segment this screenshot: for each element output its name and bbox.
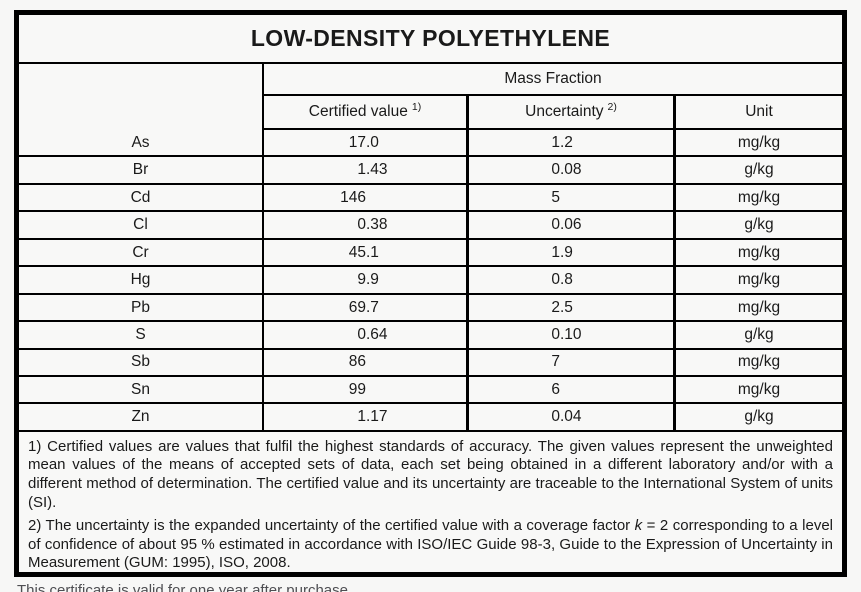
unit-cell: mg/kg bbox=[676, 185, 842, 213]
uncertainty-cell: 0.06 bbox=[466, 212, 676, 240]
unit-cell: mg/kg bbox=[676, 240, 842, 268]
certified-value-cell: 9.9 bbox=[262, 267, 466, 295]
unit-cell: mg/kg bbox=[676, 295, 842, 323]
certified-value-cell: 99 bbox=[262, 376, 466, 405]
column-header-unit: Unit bbox=[676, 96, 842, 130]
footnote-1: 1) Certified values are values that fulf… bbox=[28, 437, 833, 511]
unit-cell: g/kg bbox=[676, 322, 842, 350]
unit-cell: mg/kg bbox=[676, 130, 842, 158]
element-cell: Br bbox=[19, 157, 262, 185]
unit-cell: g/kg bbox=[676, 157, 842, 185]
partial-validity-line: This certificate is valid for one year a… bbox=[17, 582, 353, 592]
uncertainty-cell: 7 bbox=[466, 349, 676, 377]
element-cell: Cl bbox=[19, 212, 262, 240]
unit-cell: mg/kg bbox=[676, 377, 842, 405]
certified-value-label: Certified value bbox=[308, 103, 408, 121]
data-table: LOW-DENSITY POLYETHYLENE Mass Fraction C… bbox=[19, 15, 842, 432]
uncertainty-cell: 0.10 bbox=[466, 322, 676, 350]
uncertainty-cell: 5 bbox=[466, 184, 676, 213]
uncertainty-label: Uncertainty bbox=[525, 103, 604, 121]
page-title: LOW-DENSITY POLYETHYLENE bbox=[19, 15, 842, 64]
unit-cell: mg/kg bbox=[676, 350, 842, 377]
certified-value-cell: 45.1 bbox=[262, 239, 466, 268]
unit-cell: g/kg bbox=[676, 212, 842, 240]
element-cell: Sb bbox=[19, 350, 262, 377]
footnote-2-pre: 2) The uncertainty is the expanded uncer… bbox=[28, 517, 635, 535]
column-header-uncertainty: Uncertainty 2) bbox=[466, 96, 676, 130]
certificate-table: LOW-DENSITY POLYETHYLENE Mass Fraction C… bbox=[14, 10, 847, 577]
certified-value-cell: 146 bbox=[262, 184, 466, 213]
certified-value-cell: 0.38 bbox=[262, 212, 466, 240]
uncertainty-cell: 2.5 bbox=[466, 294, 676, 323]
unit-cell: g/kg bbox=[676, 404, 842, 432]
element-cell: Cr bbox=[19, 240, 262, 268]
unit-cell: mg/kg bbox=[676, 267, 842, 295]
certified-value-cell: 1.17 bbox=[262, 404, 466, 432]
footnote-2: 2) The uncertainty is the expanded uncer… bbox=[28, 517, 833, 573]
certified-value-cell: 17.0 bbox=[262, 130, 466, 158]
uncertainty-cell: 6 bbox=[466, 376, 676, 405]
footnote-2-k-symbol: k bbox=[634, 517, 643, 535]
certified-value-cell: 69.7 bbox=[262, 294, 466, 323]
column-header-certified-value: Certified value 1) bbox=[262, 96, 466, 130]
uncertainty-cell: 1.9 bbox=[466, 239, 676, 268]
element-cell: As bbox=[19, 130, 262, 158]
element-cell: Zn bbox=[19, 404, 262, 432]
certified-value-cell: 0.64 bbox=[262, 322, 466, 350]
element-cell: Cd bbox=[19, 185, 262, 213]
uncertainty-cell: 1.2 bbox=[466, 130, 676, 158]
element-cell: Sn bbox=[19, 377, 262, 405]
group-header-mass-fraction: Mass Fraction bbox=[262, 64, 842, 96]
element-cell: Pb bbox=[19, 295, 262, 323]
element-cell: Hg bbox=[19, 267, 262, 295]
uncertainty-cell: 0.04 bbox=[466, 404, 676, 432]
footnote-2-post: = 2 corresponding to a level of confiden… bbox=[28, 517, 833, 572]
table-corner-cell bbox=[19, 64, 262, 130]
certified-value-cell: 1.43 bbox=[262, 157, 466, 185]
uncertainty-cell: 0.08 bbox=[466, 157, 676, 185]
uncertainty-cell: 0.8 bbox=[466, 267, 676, 295]
element-cell: S bbox=[19, 322, 262, 350]
footnotes: 1) Certified values are values that fulf… bbox=[19, 432, 842, 572]
certified-value-cell: 86 bbox=[262, 349, 466, 377]
